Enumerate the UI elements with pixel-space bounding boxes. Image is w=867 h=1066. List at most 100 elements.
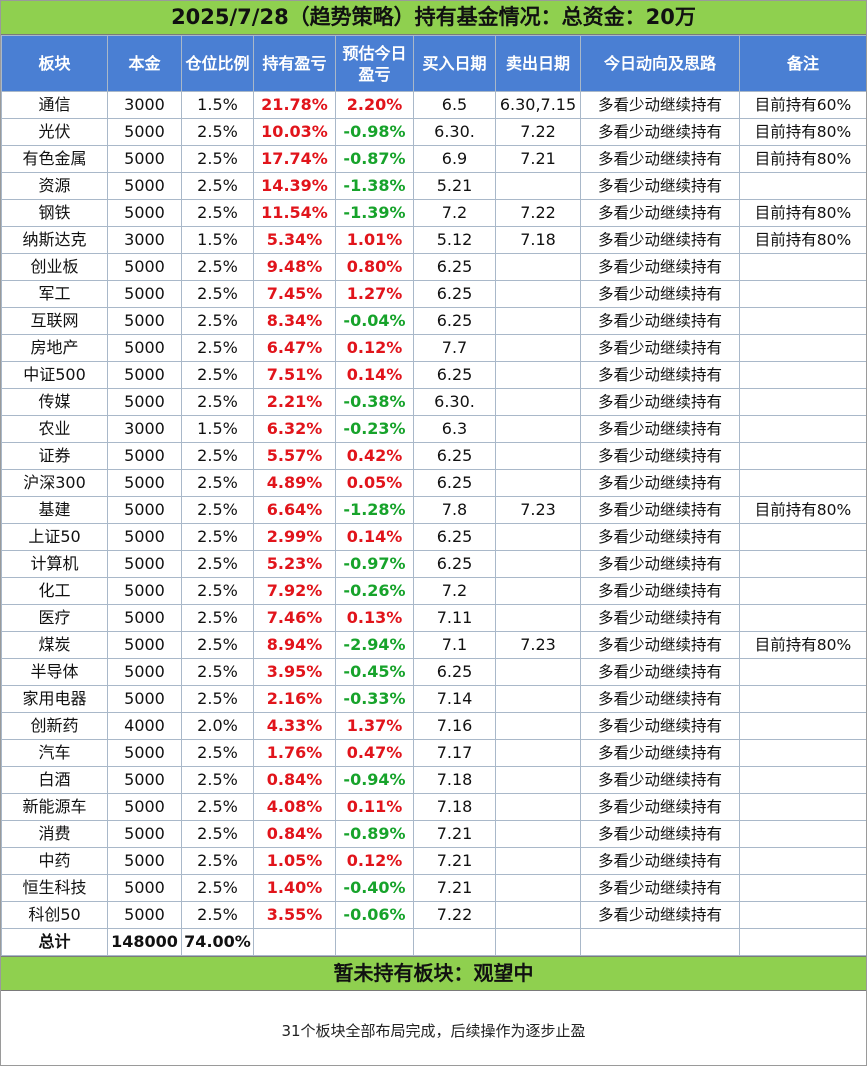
cell-holding-pl: 9.48% (253, 253, 336, 281)
cell-buy-date: 6.25 (413, 253, 496, 281)
cell-holding-pl: 2.21% (253, 388, 336, 416)
cell-holding-pl: 21.78% (253, 91, 336, 119)
total-empty (335, 928, 414, 956)
cell-action: 多看少动继续持有 (580, 388, 740, 416)
cell-holding-pl: 2.99% (253, 523, 336, 551)
table-row: 证券 5000 2.5% 5.57% 0.42% 6.25 多看少动继续持有 (1, 442, 866, 470)
cell-buy-date: 6.25 (413, 523, 496, 551)
cell-buy-date: 7.21 (413, 820, 496, 848)
cell-est-today-pl: -0.26% (335, 577, 414, 605)
table-row: 白酒 5000 2.5% 0.84% -0.94% 7.18 多看少动继续持有 (1, 766, 866, 794)
cell-est-today-pl: 0.12% (335, 847, 414, 875)
cell-holding-pl: 1.05% (253, 847, 336, 875)
cell-sell-date (495, 712, 581, 740)
cell-est-today-pl: 1.27% (335, 280, 414, 308)
cell-buy-date: 6.5 (413, 91, 496, 119)
cell-est-today-pl: -1.38% (335, 172, 414, 200)
cell-note (739, 253, 866, 281)
cell-capital: 5000 (107, 793, 182, 821)
cell-ratio: 2.5% (181, 793, 254, 821)
header-sector: 板块 (1, 35, 108, 92)
cell-sector: 纳斯达克 (1, 226, 108, 254)
cell-note (739, 388, 866, 416)
cell-capital: 4000 (107, 712, 182, 740)
cell-holding-pl: 7.46% (253, 604, 336, 632)
cell-sector: 新能源车 (1, 793, 108, 821)
cell-action: 多看少动继续持有 (580, 793, 740, 821)
cell-buy-date: 6.25 (413, 280, 496, 308)
cell-sector: 房地产 (1, 334, 108, 362)
cell-capital: 5000 (107, 172, 182, 200)
cell-buy-date: 6.25 (413, 361, 496, 389)
table-row: 资源 5000 2.5% 14.39% -1.38% 5.21 多看少动继续持有 (1, 172, 866, 200)
cell-buy-date: 6.30. (413, 118, 496, 146)
cell-holding-pl: 2.16% (253, 685, 336, 713)
cell-sector: 创新药 (1, 712, 108, 740)
total-empty (739, 928, 866, 956)
cell-note (739, 172, 866, 200)
cell-action: 多看少动继续持有 (580, 226, 740, 254)
cell-sector: 煤炭 (1, 631, 108, 659)
cell-action: 多看少动继续持有 (580, 577, 740, 605)
cell-action: 多看少动继续持有 (580, 739, 740, 767)
cell-est-today-pl: 0.14% (335, 523, 414, 551)
cell-holding-pl: 0.84% (253, 820, 336, 848)
cell-est-today-pl: 0.05% (335, 469, 414, 497)
cell-note (739, 793, 866, 821)
cell-sell-date (495, 685, 581, 713)
cell-action: 多看少动继续持有 (580, 199, 740, 227)
cell-capital: 5000 (107, 388, 182, 416)
cell-sector: 证券 (1, 442, 108, 470)
header-holding-pl: 持有盈亏 (253, 35, 336, 92)
cell-action: 多看少动继续持有 (580, 253, 740, 281)
cell-ratio: 2.5% (181, 631, 254, 659)
cell-ratio: 2.5% (181, 874, 254, 902)
total-label: 总计 (1, 928, 108, 956)
cell-note (739, 280, 866, 308)
cell-capital: 5000 (107, 496, 182, 524)
cell-ratio: 2.5% (181, 469, 254, 497)
cell-sell-date: 7.23 (495, 631, 581, 659)
cell-sector: 创业板 (1, 253, 108, 281)
cell-capital: 5000 (107, 280, 182, 308)
cell-note (739, 712, 866, 740)
table-row: 科创50 5000 2.5% 3.55% -0.06% 7.22 多看少动继续持有 (1, 901, 866, 929)
cell-buy-date: 7.8 (413, 496, 496, 524)
cell-capital: 3000 (107, 415, 182, 443)
cell-sector: 白酒 (1, 766, 108, 794)
cell-note (739, 658, 866, 686)
cell-note (739, 307, 866, 335)
table-row: 光伏 5000 2.5% 10.03% -0.98% 6.30. 7.22 多看少动继续持有目… (1, 118, 866, 146)
cell-buy-date: 6.25 (413, 442, 496, 470)
cell-note: 目前持有80% (739, 118, 866, 146)
cell-ratio: 2.5% (181, 577, 254, 605)
cell-action: 多看少动继续持有 (580, 172, 740, 200)
cell-sell-date (495, 901, 581, 929)
cell-action: 多看少动继续持有 (580, 469, 740, 497)
cell-buy-date: 7.7 (413, 334, 496, 362)
table-row: 通信 3000 1.5% 21.78% 2.20% 6.5 6.30,7.15 多看少动继续持… (1, 91, 866, 119)
cell-note (739, 577, 866, 605)
cell-note (739, 604, 866, 632)
header-ratio: 仓位比例 (181, 35, 254, 92)
cell-note (739, 523, 866, 551)
cell-buy-date: 7.2 (413, 199, 496, 227)
cell-sell-date (495, 577, 581, 605)
cell-action: 多看少动继续持有 (580, 712, 740, 740)
total-empty (495, 928, 581, 956)
holding-status-banner: 暂未持有板块：观望中 (1, 956, 866, 991)
cell-est-today-pl: 1.37% (335, 712, 414, 740)
cell-ratio: 2.5% (181, 388, 254, 416)
cell-buy-date: 6.25 (413, 307, 496, 335)
cell-sell-date: 6.30,7.15 (495, 91, 581, 119)
cell-est-today-pl: -0.98% (335, 118, 414, 146)
cell-capital: 5000 (107, 685, 182, 713)
total-empty (580, 928, 740, 956)
cell-est-today-pl: -2.94% (335, 631, 414, 659)
cell-sector: 传媒 (1, 388, 108, 416)
header-row: 板块 本金 仓位比例 持有盈亏 预估今日盈亏 买入日期 卖出日期 今日动向及思路… (1, 35, 866, 92)
cell-capital: 5000 (107, 442, 182, 470)
cell-note (739, 766, 866, 794)
cell-est-today-pl: -0.06% (335, 901, 414, 929)
cell-holding-pl: 4.33% (253, 712, 336, 740)
